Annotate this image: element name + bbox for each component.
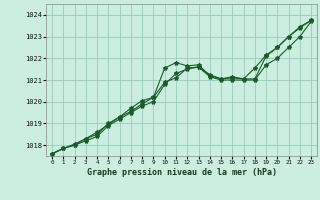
X-axis label: Graphe pression niveau de la mer (hPa): Graphe pression niveau de la mer (hPa) bbox=[87, 168, 276, 177]
